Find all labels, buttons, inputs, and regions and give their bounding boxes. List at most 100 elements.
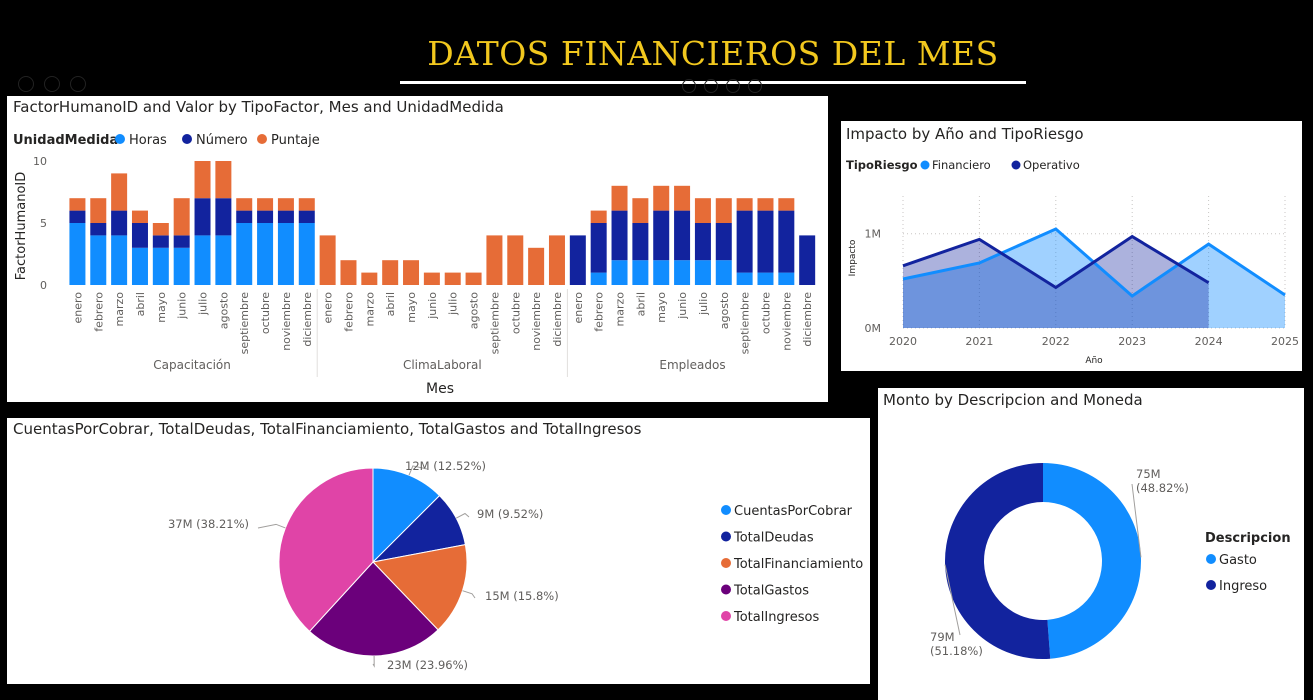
bar-segment-Horas: [90, 235, 107, 285]
bar-segment-Número: [590, 223, 607, 273]
x-tick-label: junio: [176, 292, 189, 320]
x-tick-label: mayo: [405, 292, 418, 323]
bar-segment-Horas: [111, 235, 128, 285]
bar-segment-Puntaje: [757, 198, 774, 211]
bar-segment-Puntaje: [340, 260, 357, 285]
y-tick-label: 5: [40, 217, 47, 230]
bar-segment-Puntaje: [423, 272, 440, 285]
legend-label-Puntaje: Puntaje: [271, 133, 320, 148]
x-tick-label: mayo: [655, 292, 668, 323]
focus-mode-icon[interactable]: [726, 79, 740, 93]
legend-label-Horas: Horas: [129, 133, 167, 148]
x-tick-label: agosto: [217, 292, 230, 329]
more-options-icon[interactable]: [748, 79, 762, 93]
y-tick-label: 0M: [865, 322, 882, 335]
bar-segment-Número: [736, 210, 753, 273]
bar-segment-Horas: [69, 223, 86, 285]
x-tick-label: diciembre: [801, 292, 814, 347]
bar-segment-Puntaje: [611, 185, 628, 211]
donut-chart-panel[interactable]: Monto by Descripcion and Moneda 75M (48.8…: [878, 388, 1304, 700]
visual-header-icons: [18, 76, 96, 96]
legend-marker-Número: [182, 134, 192, 144]
drill-down-icon[interactable]: [44, 76, 60, 92]
area-fill-Operativo: [903, 236, 1209, 328]
legend-label-Operativo: Operativo: [1023, 158, 1080, 172]
legend-title: UnidadMedida: [13, 133, 118, 148]
legend-marker-TotalGastos: [721, 584, 731, 595]
data-label: 12M (12.52%): [405, 459, 486, 473]
x-tick-label: julio: [447, 292, 460, 316]
bar-segment-Puntaje: [486, 235, 503, 285]
page-title: DATOS FINANCIEROS DEL MES: [427, 34, 999, 73]
bar-segment-Número: [653, 210, 670, 261]
x-tick-label: abril: [134, 292, 147, 316]
area-chart-panel[interactable]: Impacto by Año and TipoRiesgo TipoRiesgo…: [841, 121, 1302, 371]
bar-segment-Horas: [257, 223, 274, 285]
bar-segment-Horas: [757, 272, 774, 285]
page-title-banner: DATOS FINANCIEROS DEL MES: [400, 32, 1026, 84]
data-label: 9M (9.52%): [477, 507, 543, 521]
drill-up-icon[interactable]: [18, 76, 34, 92]
area-chart: TipoRiesgo Financiero Operativo 2020 2021 202…: [846, 158, 1299, 366]
bar-segment-Número: [152, 235, 169, 248]
legend-marker-TotalIngresos: [721, 611, 731, 621]
bar-segment-Puntaje: [319, 235, 336, 285]
expand-icon[interactable]: [70, 76, 86, 92]
y-tick-label: 0: [40, 279, 47, 292]
group-label: ClimaLaboral: [403, 358, 482, 372]
bar-segment-Puntaje: [111, 173, 128, 211]
y-axis-title: FactorHumanoID: [14, 172, 29, 280]
data-label: (51.18%): [930, 644, 983, 658]
area-fill-Financiero: [903, 229, 1285, 328]
data-label: 15M (15.8%): [485, 589, 559, 603]
bar-chart-panel[interactable]: FactorHumanoID and Valor by TipoFactor, …: [7, 96, 828, 402]
bar-segment-Puntaje: [277, 198, 294, 211]
legend-marker-Financiero: [920, 160, 930, 170]
bar-segment-Número: [173, 235, 190, 248]
bar-segment-Número: [131, 223, 148, 248]
group-label: Empleados: [659, 358, 725, 372]
x-tick-label: marzo: [113, 292, 126, 327]
bar-segment-Puntaje: [90, 198, 107, 223]
bar-segment-Horas: [131, 247, 148, 285]
x-tick-label: septiembre: [488, 292, 501, 355]
leader-line: [1131, 483, 1142, 558]
x-tick-label: julio: [197, 292, 210, 316]
bar-segment-Número: [778, 210, 795, 273]
drill-up-icon[interactable]: [682, 79, 696, 93]
bar-segment-Horas: [674, 260, 691, 285]
bar-segment-Número: [69, 210, 86, 223]
legend-label-TotalDeudas: TotalDeudas: [733, 531, 814, 546]
area-chart-title: Impacto by Año and TipoRiesgo: [846, 125, 1084, 143]
bar-segment-Número: [111, 210, 128, 236]
x-tick-label: noviembre: [530, 292, 543, 351]
x-tick-label: 2022: [1042, 335, 1070, 348]
bar-segment-Puntaje: [653, 185, 670, 211]
drill-down-icon[interactable]: [704, 79, 718, 93]
bar-segment-Puntaje: [194, 161, 211, 199]
bar-segment-Puntaje: [69, 198, 86, 211]
bar-segment-Horas: [215, 235, 232, 285]
pie-chart-panel[interactable]: CuentasPorCobrar, TotalDeudas, TotalFina…: [7, 418, 870, 684]
bar-segment-Puntaje: [632, 198, 649, 223]
x-tick-label: 2024: [1195, 335, 1223, 348]
legend-label-TotalGastos: TotalGastos: [733, 584, 809, 599]
visual-header-icons-2: [682, 78, 770, 97]
donut-slice-Ingreso: [945, 463, 1051, 659]
bar-segment-Número: [799, 235, 816, 285]
x-axis-title: Año: [1085, 356, 1103, 366]
pie-slice-TotalIngresos: [278, 467, 374, 633]
bar-segment-Puntaje: [382, 260, 399, 285]
bar-segment-Horas: [590, 272, 607, 285]
bar-segment-Puntaje: [590, 210, 607, 223]
x-tick-label: enero: [572, 292, 585, 324]
pie-slice-CuentasPorCobrar: [372, 467, 441, 564]
legend-label-CuentasPorCobrar: CuentasPorCobrar: [734, 504, 853, 519]
bar-segment-Número: [569, 235, 586, 285]
bar-segment-Horas: [277, 223, 294, 285]
bar-segment-Puntaje: [694, 198, 711, 223]
donut-chart: 75M(48.82%) 79M(51.18%) Descripcion Gasto In…: [930, 463, 1291, 659]
bar-segment-Número: [694, 223, 711, 261]
x-tick-label: 2025: [1271, 335, 1299, 348]
bar-segment-Puntaje: [674, 185, 691, 211]
